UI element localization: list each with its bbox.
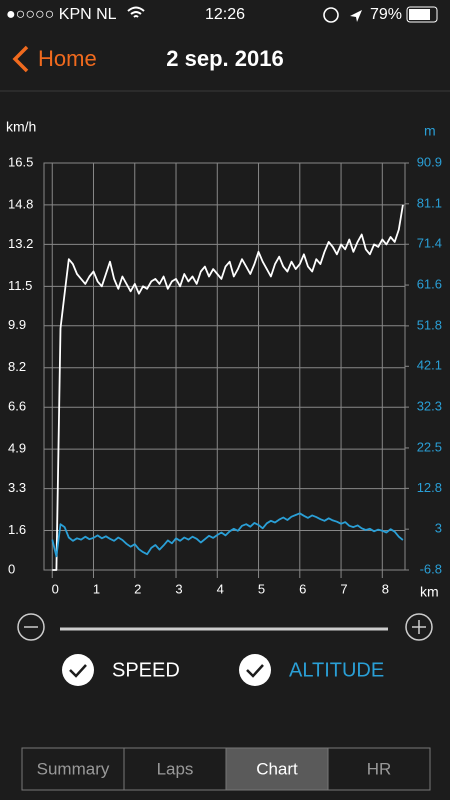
altitude-toggle[interactable]: ALTITUDE bbox=[239, 654, 384, 686]
checkmark bbox=[246, 664, 264, 678]
back-button[interactable]: Home bbox=[12, 45, 97, 73]
speed-toggle[interactable]: SPEED bbox=[62, 654, 180, 686]
y-tick-label: 14.8 bbox=[8, 196, 33, 211]
x-tick-label: 1 bbox=[93, 581, 100, 596]
y-tick-label: 13.2 bbox=[8, 236, 33, 251]
location-icon bbox=[350, 10, 362, 22]
toggle-label[interactable]: SPEED bbox=[112, 659, 180, 681]
x-tick-label: 6 bbox=[299, 581, 306, 596]
y2-tick-label: 3 bbox=[435, 521, 442, 536]
tab[interactable] bbox=[123, 747, 227, 791]
tab-bar: Summary Laps Chart HR bbox=[21, 747, 431, 791]
y2-tick-label: 81.1 bbox=[417, 195, 442, 210]
zoom-slider[interactable] bbox=[17, 613, 433, 641]
y-tick-label: 3.3 bbox=[8, 480, 26, 495]
carrier: ●○○○○ KPN NL bbox=[6, 6, 117, 23]
y2-axis-label: m bbox=[424, 123, 436, 139]
x-axis-label: km bbox=[420, 584, 439, 600]
zoom-in-button[interactable] bbox=[405, 613, 433, 641]
x-tick-label: 5 bbox=[258, 581, 265, 596]
series-line bbox=[52, 204, 404, 571]
y2-tick-label: -6.8 bbox=[420, 561, 442, 576]
battery-level bbox=[409, 9, 430, 20]
y-tick-label: 11.5 bbox=[8, 278, 32, 293]
zoom-out-button[interactable] bbox=[17, 613, 45, 641]
x-tick-label: 2 bbox=[134, 581, 141, 596]
series-line bbox=[51, 512, 404, 558]
checkmark bbox=[69, 664, 87, 678]
toggle-label[interactable]: ALTITUDE bbox=[289, 659, 384, 681]
back-chevron[interactable] bbox=[12, 45, 29, 73]
tab-label[interactable]: Summary bbox=[37, 759, 110, 778]
checkbox[interactable] bbox=[239, 654, 271, 686]
rotation-lock-icon bbox=[323, 7, 339, 23]
y2-tick-label: 71.4 bbox=[417, 236, 442, 251]
clock: 12:26 bbox=[205, 6, 245, 23]
y2-tick-label: 22.5 bbox=[417, 439, 442, 454]
y2-tick-label: 32.3 bbox=[417, 399, 442, 414]
y-tick-label: 0 bbox=[8, 561, 15, 576]
x-tick-label: 0 bbox=[52, 581, 59, 596]
wifi-icon bbox=[127, 6, 145, 18]
y2-tick-label: 90.9 bbox=[417, 154, 442, 169]
y-tick-label: 6.6 bbox=[8, 399, 26, 414]
battery-icon bbox=[406, 6, 438, 23]
y-tick-label: 9.9 bbox=[8, 317, 26, 332]
tab[interactable] bbox=[327, 747, 431, 791]
y2-tick-label: 42.1 bbox=[417, 358, 442, 373]
x-tick-label: 4 bbox=[217, 581, 224, 596]
y2-tick-label: 12.8 bbox=[417, 480, 442, 495]
y-axis-label: km/h bbox=[6, 119, 36, 135]
checkbox[interactable] bbox=[62, 654, 94, 686]
tab[interactable] bbox=[225, 747, 329, 791]
back-label[interactable]: Home bbox=[38, 46, 97, 71]
y2-tick-label: 51.8 bbox=[417, 317, 442, 332]
tab-label[interactable]: Chart bbox=[256, 759, 298, 778]
y-tick-label: 1.6 bbox=[8, 522, 26, 537]
y-tick-label: 4.9 bbox=[8, 441, 26, 456]
tab-label[interactable]: HR bbox=[367, 759, 392, 778]
plus-icon bbox=[412, 620, 426, 634]
nav-title: 2 sep. 2016 bbox=[166, 46, 283, 71]
y2-tick-label: 61.6 bbox=[417, 276, 442, 291]
x-tick-label: 3 bbox=[175, 581, 182, 596]
battery-percent: 79% bbox=[370, 6, 402, 23]
y-tick-label: 8.2 bbox=[8, 359, 26, 374]
x-tick-label: 7 bbox=[340, 581, 347, 596]
tab-label[interactable]: Laps bbox=[157, 759, 194, 778]
tab[interactable] bbox=[21, 747, 125, 791]
y-tick-label: 16.5 bbox=[8, 154, 33, 169]
x-tick-label: 8 bbox=[382, 581, 389, 596]
